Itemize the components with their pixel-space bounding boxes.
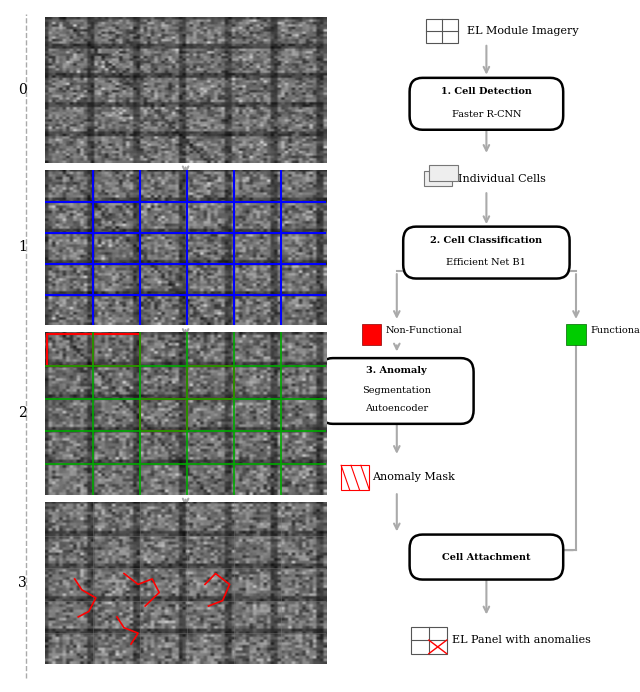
Bar [411,626,447,654]
FancyBboxPatch shape [410,78,563,130]
Text: Functional: Functional [590,326,640,336]
Text: EL Module Imagery: EL Module Imagery [467,26,579,36]
Text: Non-Functional: Non-Functional [385,326,462,336]
Text: 1: 1 [18,240,27,255]
Text: 2: 2 [18,406,27,421]
Bar [362,324,381,345]
Bar [341,465,369,490]
Text: Individual Cells: Individual Cells [458,174,545,183]
Text: Segmentation: Segmentation [362,386,431,396]
Bar [566,324,586,345]
FancyBboxPatch shape [320,358,474,424]
Text: 3: 3 [18,576,27,590]
Bar [424,171,452,186]
Text: Cell Attachment: Cell Attachment [442,552,531,562]
Text: Efficient Net B1: Efficient Net B1 [447,258,526,268]
FancyBboxPatch shape [403,227,570,278]
Bar [426,19,458,43]
Text: EL Panel with anomalies: EL Panel with anomalies [452,635,591,645]
FancyBboxPatch shape [410,534,563,580]
Text: Autoencoder: Autoencoder [365,403,428,413]
Text: 1. Cell Detection: 1. Cell Detection [441,86,532,96]
Text: 2. Cell Classification: 2. Cell Classification [430,235,543,245]
Text: Faster R-CNN: Faster R-CNN [452,109,521,119]
Text: 3. Anomaly: 3. Anomaly [367,365,427,375]
Text: Anomaly Mask: Anomaly Mask [372,473,455,482]
Text: 0: 0 [18,83,27,97]
Bar [429,165,458,181]
